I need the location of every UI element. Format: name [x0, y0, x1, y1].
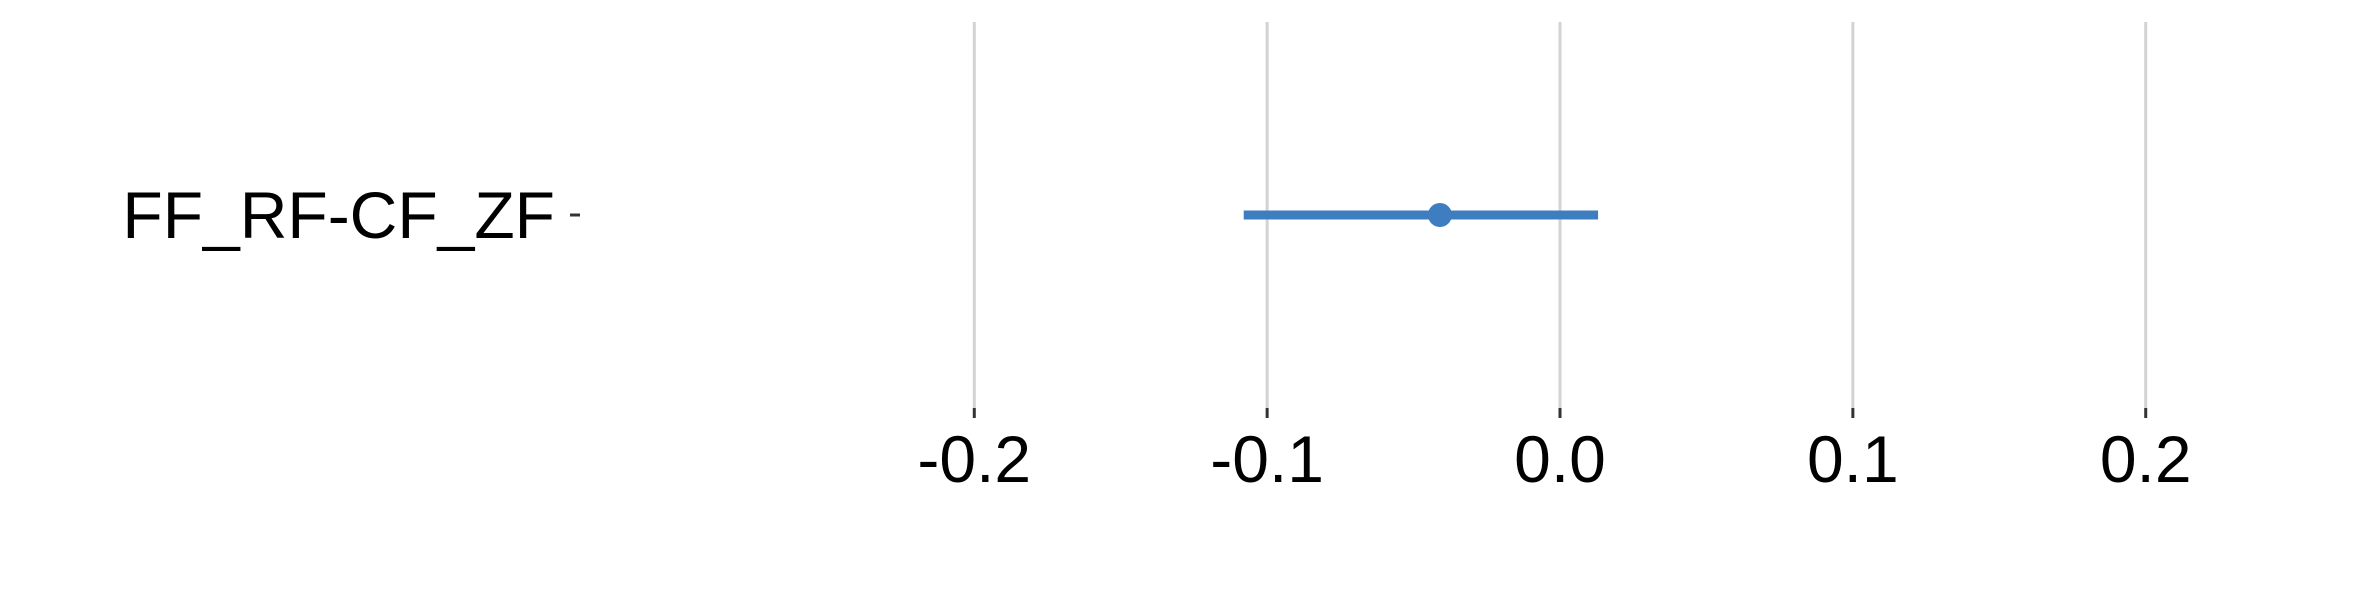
x-tick-label: 0.0	[1514, 422, 1606, 496]
point-estimate-marker	[1427, 203, 1452, 227]
estimate-series	[1243, 203, 1599, 227]
x-tick-label: 0.2	[2100, 422, 2192, 496]
y-axis: FF_RF-CF_ZF	[122, 178, 580, 252]
x-axis: -0.2 -0.1 0.0 0.1 0.2	[917, 408, 2192, 496]
y-tick-label: FF_RF-CF_ZF	[122, 178, 555, 252]
x-tick-label: 0.1	[1807, 422, 1899, 496]
x-tick-label: -0.1	[1210, 422, 1324, 496]
x-tick-label: -0.2	[917, 422, 1031, 496]
